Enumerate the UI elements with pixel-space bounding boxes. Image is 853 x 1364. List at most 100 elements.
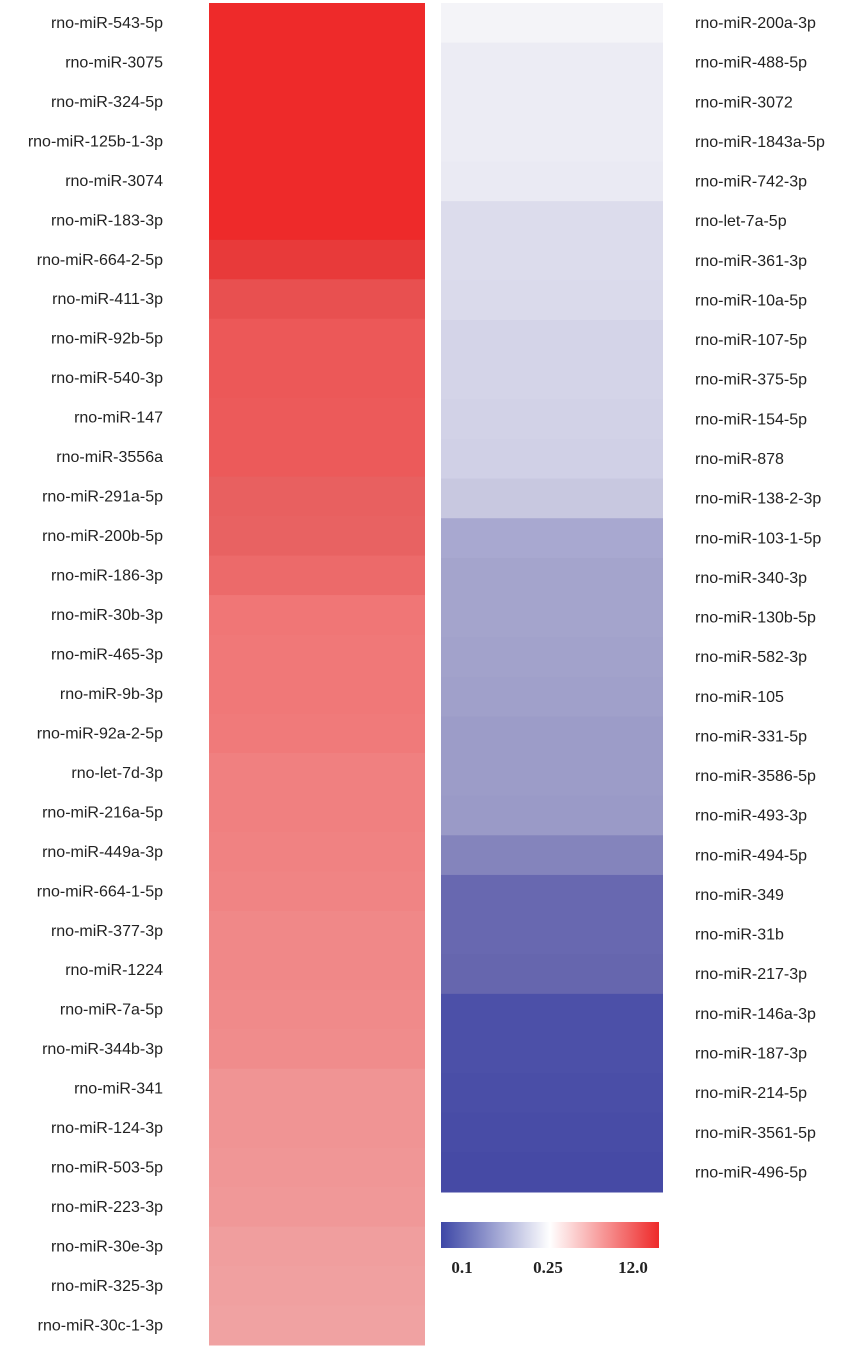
row-label: rno-miR-187-3p [695, 1046, 807, 1063]
heat-cell [209, 1029, 425, 1070]
row-label: rno-miR-130b-5p [695, 610, 816, 627]
row-label: rno-miR-125b-1-3p [28, 133, 163, 150]
row-label: rno-miR-742-3p [695, 174, 807, 191]
heat-cell [441, 3, 663, 44]
row-label: rno-miR-154-5p [695, 411, 807, 428]
row-label: rno-miR-664-2-5p [37, 252, 163, 269]
heat-cell [209, 121, 425, 162]
heat-cell [209, 1226, 425, 1267]
heat-cell [441, 320, 663, 361]
heat-cell [209, 1068, 425, 1109]
colorbar-tick-label: 0.25 [533, 1258, 563, 1277]
heat-cell [441, 280, 663, 321]
row-label: rno-miR-30e-3p [51, 1239, 163, 1256]
row-label: rno-miR-1843a-5p [695, 134, 825, 151]
heat-cell [441, 82, 663, 123]
row-label: rno-miR-344b-3p [42, 1041, 163, 1058]
heat-cell [209, 239, 425, 280]
heat-cell [441, 240, 663, 281]
row-label: rno-miR-496-5p [695, 1164, 807, 1181]
heat-cell [441, 954, 663, 995]
row-label: rno-miR-216a-5p [42, 804, 163, 821]
row-label: rno-miR-30c-1-3p [38, 1317, 163, 1334]
heat-cell [209, 1187, 425, 1228]
heat-cell [441, 716, 663, 757]
row-label: rno-miR-488-5p [695, 55, 807, 72]
heat-cell [441, 835, 663, 876]
row-label: rno-miR-503-5p [51, 1160, 163, 1177]
row-label: rno-miR-31b [695, 927, 784, 944]
row-label: rno-miR-200a-3p [695, 15, 816, 32]
row-label: rno-miR-147 [74, 410, 163, 427]
heat-cell [209, 200, 425, 241]
heat-cell [441, 795, 663, 836]
row-label: rno-miR-324-5p [51, 94, 163, 111]
row-label: rno-miR-331-5p [695, 728, 807, 745]
row-label: rno-miR-540-3p [51, 370, 163, 387]
heat-cell [209, 1108, 425, 1149]
heat-cell [441, 914, 663, 955]
heat-cell [441, 438, 663, 480]
heat-cell [209, 634, 425, 675]
heat-cell [441, 1152, 663, 1193]
heat-cell [441, 201, 663, 242]
heat-cell [209, 3, 425, 43]
heat-cell [441, 121, 663, 163]
row-label: rno-miR-7a-5p [60, 1002, 163, 1019]
row-label: rno-miR-375-5p [695, 372, 807, 389]
heat-cell [209, 437, 425, 478]
heat-cell [441, 42, 663, 83]
heat-cell [441, 756, 663, 797]
heat-cell [441, 1073, 663, 1114]
row-label: rno-miR-878 [695, 451, 784, 468]
heat-cell [209, 358, 425, 399]
heat-cell [441, 1033, 663, 1074]
row-label: rno-miR-493-3p [695, 808, 807, 825]
heat-cell [209, 81, 425, 122]
heat-cell [441, 161, 663, 202]
heat-cell [209, 595, 425, 636]
heat-cell [209, 713, 425, 754]
row-label: rno-miR-223-3p [51, 1199, 163, 1216]
row-label: rno-miR-664-1-5p [37, 883, 163, 900]
heat-cell [441, 1112, 663, 1153]
row-label: rno-miR-377-3p [51, 923, 163, 940]
colorbar-tick-label: 12.0 [618, 1258, 648, 1277]
row-label: rno-miR-186-3p [51, 568, 163, 585]
heat-cell [209, 989, 425, 1030]
row-label: rno-miR-349 [695, 887, 784, 904]
row-label: rno-miR-3072 [695, 94, 793, 111]
heat-cell [209, 279, 425, 320]
row-label: rno-miR-183-3p [51, 212, 163, 229]
heat-cell [209, 42, 425, 83]
row-label: rno-miR-92b-5p [51, 331, 163, 348]
heat-cell [441, 557, 663, 598]
row-label: rno-miR-3586-5p [695, 768, 816, 785]
row-label: rno-miR-361-3p [695, 253, 807, 270]
row-label: rno-miR-340-3p [695, 570, 807, 587]
heat-cell [209, 516, 425, 557]
heat-cell [441, 676, 663, 717]
row-label: rno-miR-10a-5p [695, 292, 807, 309]
colorbar-tick-label: 0.1 [451, 1258, 472, 1277]
row-label: rno-miR-341 [74, 1081, 163, 1098]
row-label: rno-miR-200b-5p [42, 528, 163, 545]
heat-cell [441, 637, 663, 678]
row-label: rno-miR-543-5p [51, 15, 163, 32]
row-label: rno-miR-3075 [65, 54, 163, 71]
row-label: rno-miR-30b-3p [51, 607, 163, 624]
heat-cell [209, 555, 425, 596]
row-label: rno-let-7a-5p [695, 213, 787, 230]
heat-cell [209, 160, 425, 201]
row-label: rno-miR-411-3p [52, 291, 163, 308]
row-label: rno-miR-449a-3p [42, 844, 163, 861]
row-label: rno-miR-92a-2-5p [37, 725, 163, 742]
heat-cell [209, 792, 425, 833]
heat-cell [441, 993, 663, 1034]
row-label: rno-miR-146a-3p [695, 1006, 816, 1023]
heat-cell [441, 874, 663, 916]
heat-cell [209, 831, 425, 872]
heat-cell [209, 752, 425, 793]
